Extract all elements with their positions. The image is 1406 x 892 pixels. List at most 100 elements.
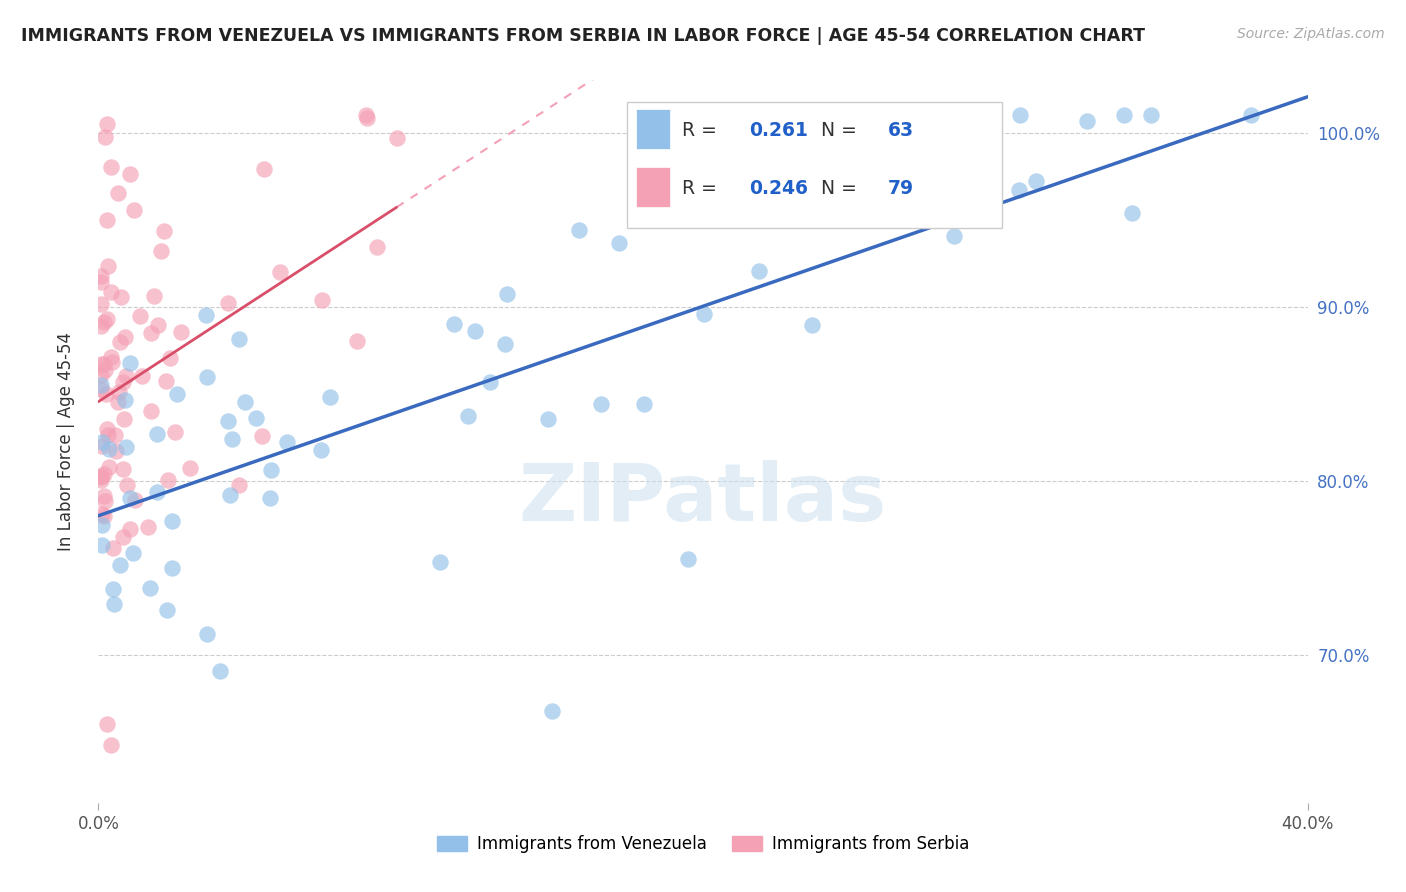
- Point: [90, 473, 112, 487]
- Point: [107, 186, 129, 201]
- Point: [97, 460, 120, 475]
- Text: N =: N =: [821, 121, 863, 140]
- Point: [111, 530, 134, 544]
- Point: [138, 520, 160, 534]
- Point: [90, 297, 112, 311]
- Point: [90, 439, 112, 453]
- Point: [494, 337, 516, 351]
- Point: [108, 385, 131, 400]
- Point: [208, 664, 231, 678]
- Text: N =: N =: [821, 179, 863, 198]
- Point: [163, 425, 186, 440]
- Point: [429, 555, 451, 569]
- Point: [354, 108, 377, 122]
- Point: [276, 435, 298, 450]
- Point: [162, 561, 184, 575]
- Point: [949, 136, 972, 150]
- Point: [157, 473, 180, 487]
- Point: [98, 442, 121, 457]
- Point: [90, 518, 112, 533]
- Point: [90, 469, 112, 483]
- Point: [591, 397, 613, 411]
- Point: [90, 318, 112, 333]
- Point: [309, 442, 332, 457]
- Text: ZIPatlas: ZIPatlas: [519, 460, 887, 539]
- Point: [145, 484, 167, 499]
- Point: [93, 315, 115, 329]
- Point: [217, 414, 239, 428]
- Point: [1008, 108, 1031, 122]
- Point: [169, 326, 191, 340]
- Point: [346, 334, 368, 348]
- Point: [457, 409, 479, 423]
- Point: [197, 370, 219, 384]
- Point: [118, 168, 141, 182]
- Point: [101, 582, 124, 597]
- Point: [93, 357, 115, 371]
- Point: [221, 432, 243, 446]
- Point: [94, 493, 117, 508]
- Point: [118, 491, 141, 505]
- Point: [93, 467, 115, 481]
- Point: [385, 131, 408, 145]
- Point: [93, 363, 115, 377]
- Point: [90, 469, 112, 483]
- Point: [118, 356, 141, 370]
- Point: [96, 117, 118, 131]
- Point: [111, 462, 134, 476]
- Point: [141, 404, 163, 418]
- Point: [90, 275, 112, 289]
- Point: [311, 293, 333, 307]
- Point: [112, 412, 135, 426]
- Text: R =: R =: [682, 179, 723, 198]
- Point: [93, 489, 115, 503]
- Bar: [637, 167, 671, 207]
- Point: [100, 285, 122, 299]
- Point: [100, 739, 122, 753]
- Point: [94, 387, 117, 401]
- Point: [131, 368, 153, 383]
- Point: [260, 463, 283, 477]
- Point: [942, 229, 965, 244]
- Point: [122, 546, 145, 560]
- Bar: [637, 109, 671, 149]
- Point: [495, 286, 517, 301]
- Point: [141, 326, 163, 341]
- Point: [159, 351, 181, 365]
- Point: [97, 259, 120, 273]
- Point: [1076, 114, 1098, 128]
- Text: 0.261: 0.261: [749, 121, 808, 140]
- Point: [107, 395, 129, 409]
- Point: [1008, 184, 1031, 198]
- Point: [155, 374, 177, 388]
- Point: [103, 597, 125, 611]
- Point: [537, 412, 560, 426]
- Point: [197, 627, 219, 641]
- Point: [100, 161, 122, 175]
- Point: [104, 428, 127, 442]
- Point: [139, 581, 162, 595]
- Point: [218, 488, 240, 502]
- Point: [96, 717, 118, 731]
- Point: [117, 478, 139, 492]
- Point: [356, 111, 378, 125]
- Point: [100, 351, 122, 365]
- Point: [90, 357, 112, 371]
- Point: [108, 334, 131, 349]
- Text: R =: R =: [682, 121, 723, 140]
- Point: [90, 538, 112, 552]
- Point: [1140, 108, 1163, 122]
- Point: [464, 324, 486, 338]
- Point: [160, 514, 183, 528]
- Point: [366, 240, 388, 254]
- Text: 79: 79: [889, 179, 914, 198]
- Text: 63: 63: [889, 121, 914, 140]
- Point: [748, 264, 770, 278]
- Point: [108, 558, 131, 573]
- Legend: Immigrants from Venezuela, Immigrants from Serbia: Immigrants from Venezuela, Immigrants fr…: [430, 828, 976, 860]
- Point: [150, 244, 173, 259]
- Point: [146, 427, 169, 442]
- Point: [124, 493, 146, 508]
- Point: [1112, 108, 1135, 122]
- Point: [948, 128, 970, 143]
